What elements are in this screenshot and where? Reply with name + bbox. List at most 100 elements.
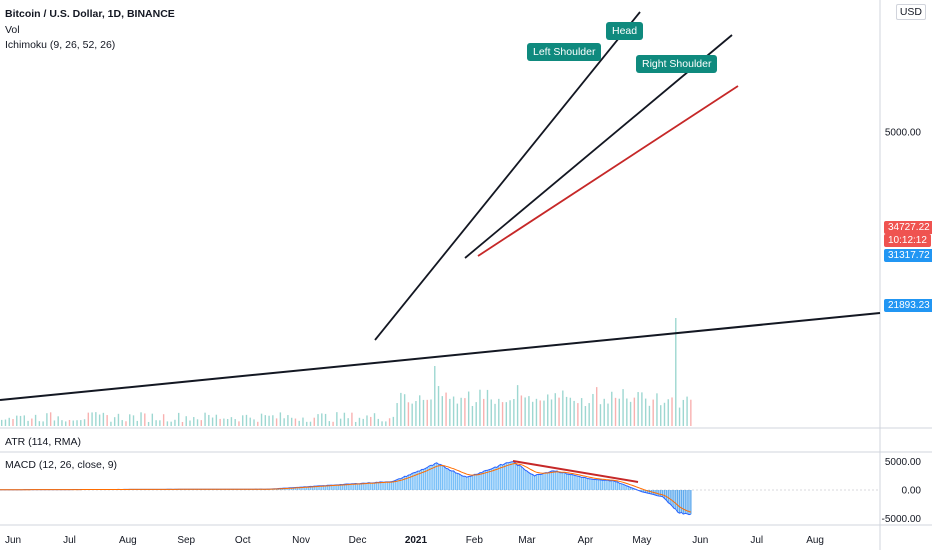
volume-bar [547, 394, 549, 426]
macd-hist-bar [597, 479, 600, 490]
macd-hist-bar [660, 490, 662, 497]
head-label[interactable]: Head [606, 22, 644, 40]
right-shoulder-label[interactable]: Right Shoulder [636, 55, 718, 73]
volume-bar [306, 421, 308, 426]
volume-bar [660, 405, 662, 426]
macd-hist-bar [424, 468, 427, 490]
macd-hist-bar [496, 467, 498, 490]
macd-hist-bar [464, 476, 466, 490]
volume-bar [430, 399, 432, 426]
macd-hist-bar [413, 472, 415, 490]
volume-bar [475, 402, 477, 426]
macd-hist-bar [486, 470, 489, 490]
macd-hist-bar [354, 483, 357, 490]
volume-bar [242, 415, 244, 426]
macd-hist-bar [682, 490, 685, 515]
volume-bar [411, 403, 413, 426]
volume-bar [377, 418, 379, 426]
long-term-trendline [0, 312, 881, 401]
volume-bar [234, 419, 236, 426]
macd-pane-label: MACD (12, 26, close, 9) [5, 459, 118, 471]
macd-hist-bar [426, 467, 428, 490]
volume-bar [686, 396, 688, 426]
volume-bar [554, 393, 556, 426]
macd-hist-bar [383, 482, 385, 490]
volume-bar [354, 421, 357, 426]
volume-bar [23, 415, 25, 426]
volume-bar [682, 399, 685, 426]
volume-bar [61, 420, 63, 426]
volume-bar [230, 417, 233, 426]
macd-hist-bar [351, 483, 353, 490]
volume-bar [298, 420, 300, 426]
macd-hist-bar [571, 474, 573, 490]
volume-bar [219, 418, 221, 426]
volume-bar [132, 415, 135, 426]
macd-hist-bar [306, 486, 308, 490]
macd-hist-bar [483, 471, 485, 490]
macd-hist-bar [614, 481, 617, 490]
macd-hist-bar [622, 484, 624, 490]
macd-hist-bar [334, 485, 336, 490]
volume-bar [226, 418, 229, 426]
macd-hist-bar [285, 488, 287, 490]
macd-hist-bar [524, 470, 526, 490]
macd-hist-bar [612, 480, 615, 490]
macd-hist-bar [643, 490, 645, 493]
macd-hist-bar [343, 484, 346, 490]
volume-bar [588, 403, 590, 426]
macd-hist-bar [298, 487, 300, 490]
macd-hist-bar [575, 475, 577, 490]
volume-bar [467, 391, 470, 426]
volume-bar [121, 420, 123, 426]
volume-bar [347, 418, 349, 426]
volume-bar [189, 420, 191, 426]
macd-hist-bar [373, 482, 376, 490]
volume-bar [177, 412, 180, 426]
volume-bar [483, 398, 485, 426]
time-tick-label: Feb [466, 535, 484, 546]
macd-hist-bar [420, 469, 423, 490]
volume-bar [125, 421, 127, 426]
macd-hist-bar [349, 484, 351, 490]
macd-hist-bar [394, 480, 396, 490]
volume-bar [27, 420, 29, 426]
left-shoulder-label[interactable]: Left Shoulder [527, 43, 602, 61]
volume-bar [637, 392, 639, 426]
macd-hist-bar [518, 465, 521, 490]
volume-bar [388, 418, 391, 426]
macd-hist-bar [641, 490, 643, 492]
macd-hist-bar [326, 485, 329, 490]
macd-signal-line [0, 462, 691, 513]
macd-hist-bar [669, 490, 671, 504]
macd-hist-bar [629, 487, 632, 490]
volume-bar [117, 413, 120, 426]
volume-bar [603, 398, 605, 426]
macd-hist-bar [473, 474, 476, 490]
macd-hist-bar [313, 486, 315, 490]
macd-hist-bar [488, 469, 491, 490]
macd-hist-bar [462, 476, 464, 490]
volume-bar [381, 421, 383, 426]
macd-hist-bar [315, 486, 317, 490]
steep-trendline-1 [374, 11, 641, 341]
macd-hist-bar [347, 483, 349, 490]
macd-hist-bar [515, 463, 517, 490]
macd-hist-bar [447, 468, 449, 490]
macd-hist-bar [490, 468, 492, 490]
time-tick-label: Nov [292, 535, 310, 546]
macd-hist-bar [477, 473, 479, 490]
macd-hist-bar [481, 472, 483, 490]
macd-hist-bar [552, 470, 555, 490]
volume-bar [159, 420, 161, 426]
volume-bar [53, 420, 56, 426]
macd-hist-bar [396, 479, 398, 490]
macd-hist-bar [437, 464, 440, 490]
volume-bar [162, 414, 165, 426]
volume-bar [663, 402, 666, 426]
volume-bar [490, 399, 492, 426]
time-tick-label: Jun [5, 535, 21, 546]
macd-divergence-line [512, 460, 639, 483]
currency-badge[interactable]: USD [895, 4, 926, 20]
